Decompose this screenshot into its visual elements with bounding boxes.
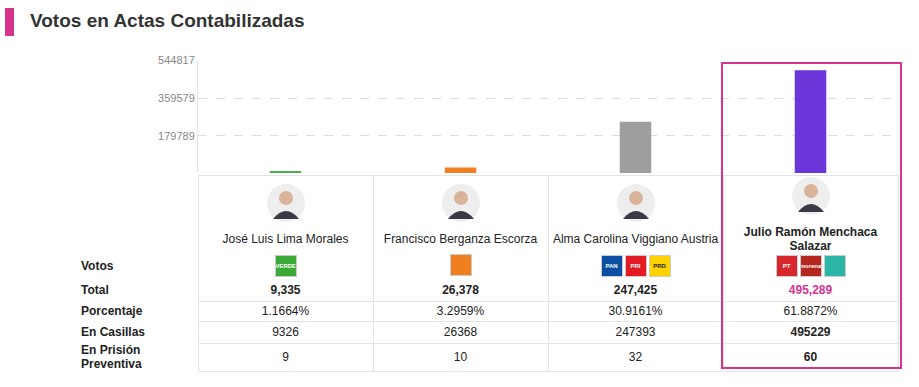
- html-text:9,335: 9,335: [270, 282, 301, 297]
- html-text:PRI: PRI: [630, 263, 641, 269]
- html-text:247,425: 247,425: [613, 282, 658, 297]
- html-text:Porcentaje: Porcentaje: [81, 304, 143, 318]
- html-text:José Luis Lima Morales: José Luis Lima Morales: [222, 232, 349, 246]
- html-text:PT: PT: [782, 263, 791, 269]
- html-text:30.9161%: 30.9161%: [608, 304, 663, 318]
- html-text:PAN: PAN: [605, 263, 618, 269]
- html-text:10: 10: [453, 350, 468, 364]
- html-text:61.8872%: 61.8872%: [783, 304, 838, 318]
- html-text:1.1664%: 1.1664%: [261, 304, 310, 318]
- html-text:32: 32: [628, 350, 643, 364]
- html-text:PRD: PRD: [653, 263, 666, 269]
- html-text:9: 9: [282, 350, 289, 364]
- html-text:495,289: 495,289: [788, 282, 833, 297]
- html-text:26,378: 26,378: [442, 282, 479, 297]
- html-text:Votos en Actas Contabilizadas: Votos en Actas Contabilizadas: [30, 10, 305, 31]
- html-text:60: 60: [803, 350, 818, 364]
- svg-text:359579: 359579: [158, 92, 195, 104]
- html-text:26368: 26368: [443, 325, 478, 339]
- html-text:247393: 247393: [615, 325, 656, 339]
- html-text:Votos: Votos: [81, 259, 114, 273]
- html-text:Francisco Berganza Escorza: Francisco Berganza Escorza: [383, 232, 538, 246]
- html-text:En Prisión Preventiva: En Prisión Preventiva: [81, 343, 142, 371]
- html-text:Alma Carolina Viggiano Austria: Alma Carolina Viggiano Austria: [552, 232, 719, 246]
- html-text:3.2959%: 3.2959%: [436, 304, 485, 318]
- html-text:Julio Ramón Menchaca Salazar: Julio Ramón Menchaca Salazar: [743, 225, 878, 253]
- html-text:morena: morena: [799, 263, 822, 269]
- html-text:9326: 9326: [272, 325, 299, 339]
- html-text:495229: 495229: [790, 325, 831, 339]
- html-text:En Casillas: En Casillas: [81, 325, 145, 339]
- html-text:VERDE: VERDE: [275, 263, 296, 269]
- html-text:Total: Total: [81, 283, 109, 297]
- svg-text:544817: 544817: [158, 54, 195, 66]
- svg-text:179789: 179789: [158, 130, 195, 142]
